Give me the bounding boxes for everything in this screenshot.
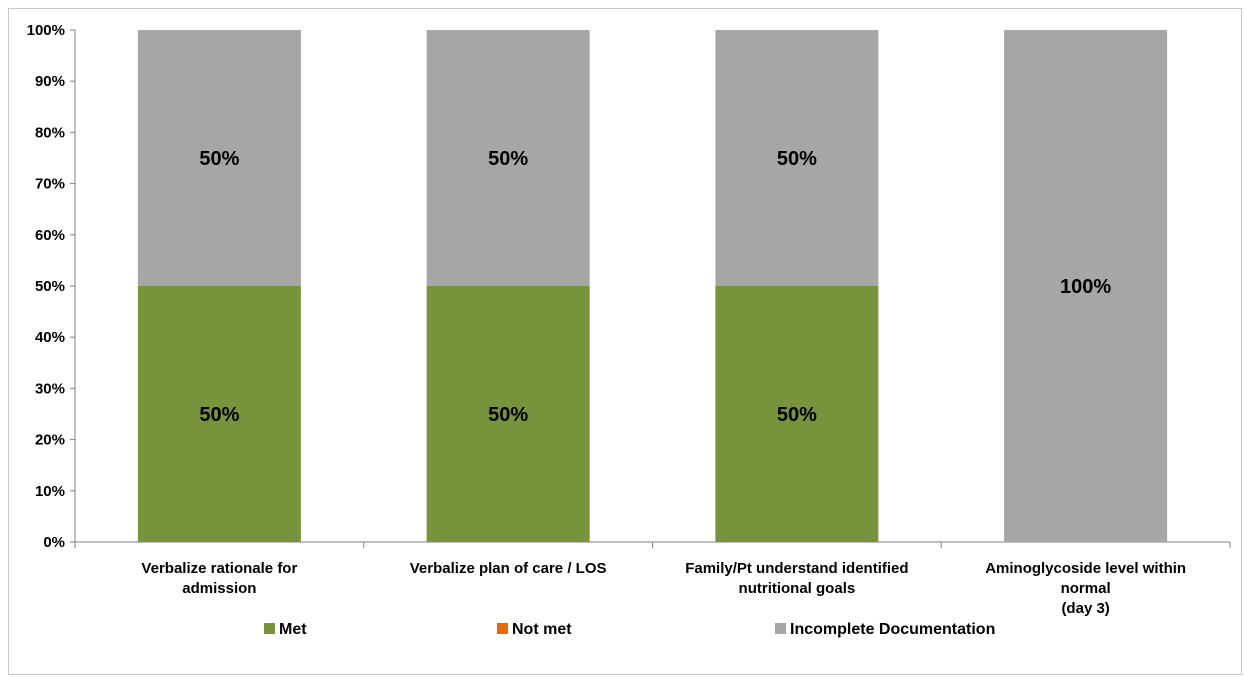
y-tick-label: 30% bbox=[35, 380, 65, 397]
bar-segment bbox=[426, 286, 590, 542]
x-category-label: Verbalize plan of care / LOS bbox=[410, 560, 607, 577]
bar-segment bbox=[137, 30, 301, 286]
bar-segment bbox=[137, 286, 301, 542]
y-tick-label: 50% bbox=[35, 278, 65, 295]
x-category-label: Aminoglycoside level within bbox=[985, 560, 1186, 577]
x-category-label: (day 3) bbox=[1061, 600, 1109, 617]
y-tick-label: 0% bbox=[43, 534, 65, 551]
y-tick-label: 70% bbox=[35, 176, 65, 193]
legend-swatch bbox=[775, 623, 786, 634]
y-tick-label: 10% bbox=[35, 483, 65, 500]
data-label: 50% bbox=[777, 404, 817, 426]
x-category-label: normal bbox=[1061, 580, 1111, 597]
legend-swatch bbox=[264, 623, 275, 634]
data-label: 50% bbox=[199, 148, 239, 170]
legend-swatch bbox=[497, 623, 508, 634]
bar-segment bbox=[715, 286, 879, 542]
data-label: 50% bbox=[777, 148, 817, 170]
bar-segment bbox=[426, 30, 590, 286]
y-tick-label: 60% bbox=[35, 227, 65, 244]
data-label: 50% bbox=[199, 404, 239, 426]
y-tick-label: 20% bbox=[35, 432, 65, 449]
x-category-label: Family/Pt understand identified bbox=[685, 560, 908, 577]
data-label: 100% bbox=[1060, 276, 1111, 298]
data-label: 50% bbox=[488, 404, 528, 426]
bar-segment bbox=[715, 30, 879, 286]
x-category-label: admission bbox=[182, 580, 256, 597]
legend-label: Incomplete Documentation bbox=[790, 621, 995, 638]
data-label: 50% bbox=[488, 148, 528, 170]
x-category-label: nutritional goals bbox=[739, 580, 856, 597]
y-tick-label: 100% bbox=[27, 22, 65, 39]
y-tick-label: 90% bbox=[35, 73, 65, 90]
legend-label: Met bbox=[279, 621, 307, 638]
legend-label: Not met bbox=[512, 621, 572, 638]
x-category-label: Verbalize rationale for bbox=[141, 560, 297, 577]
y-tick-label: 40% bbox=[35, 329, 65, 346]
y-tick-label: 80% bbox=[35, 124, 65, 141]
bar-segment bbox=[1004, 30, 1168, 542]
